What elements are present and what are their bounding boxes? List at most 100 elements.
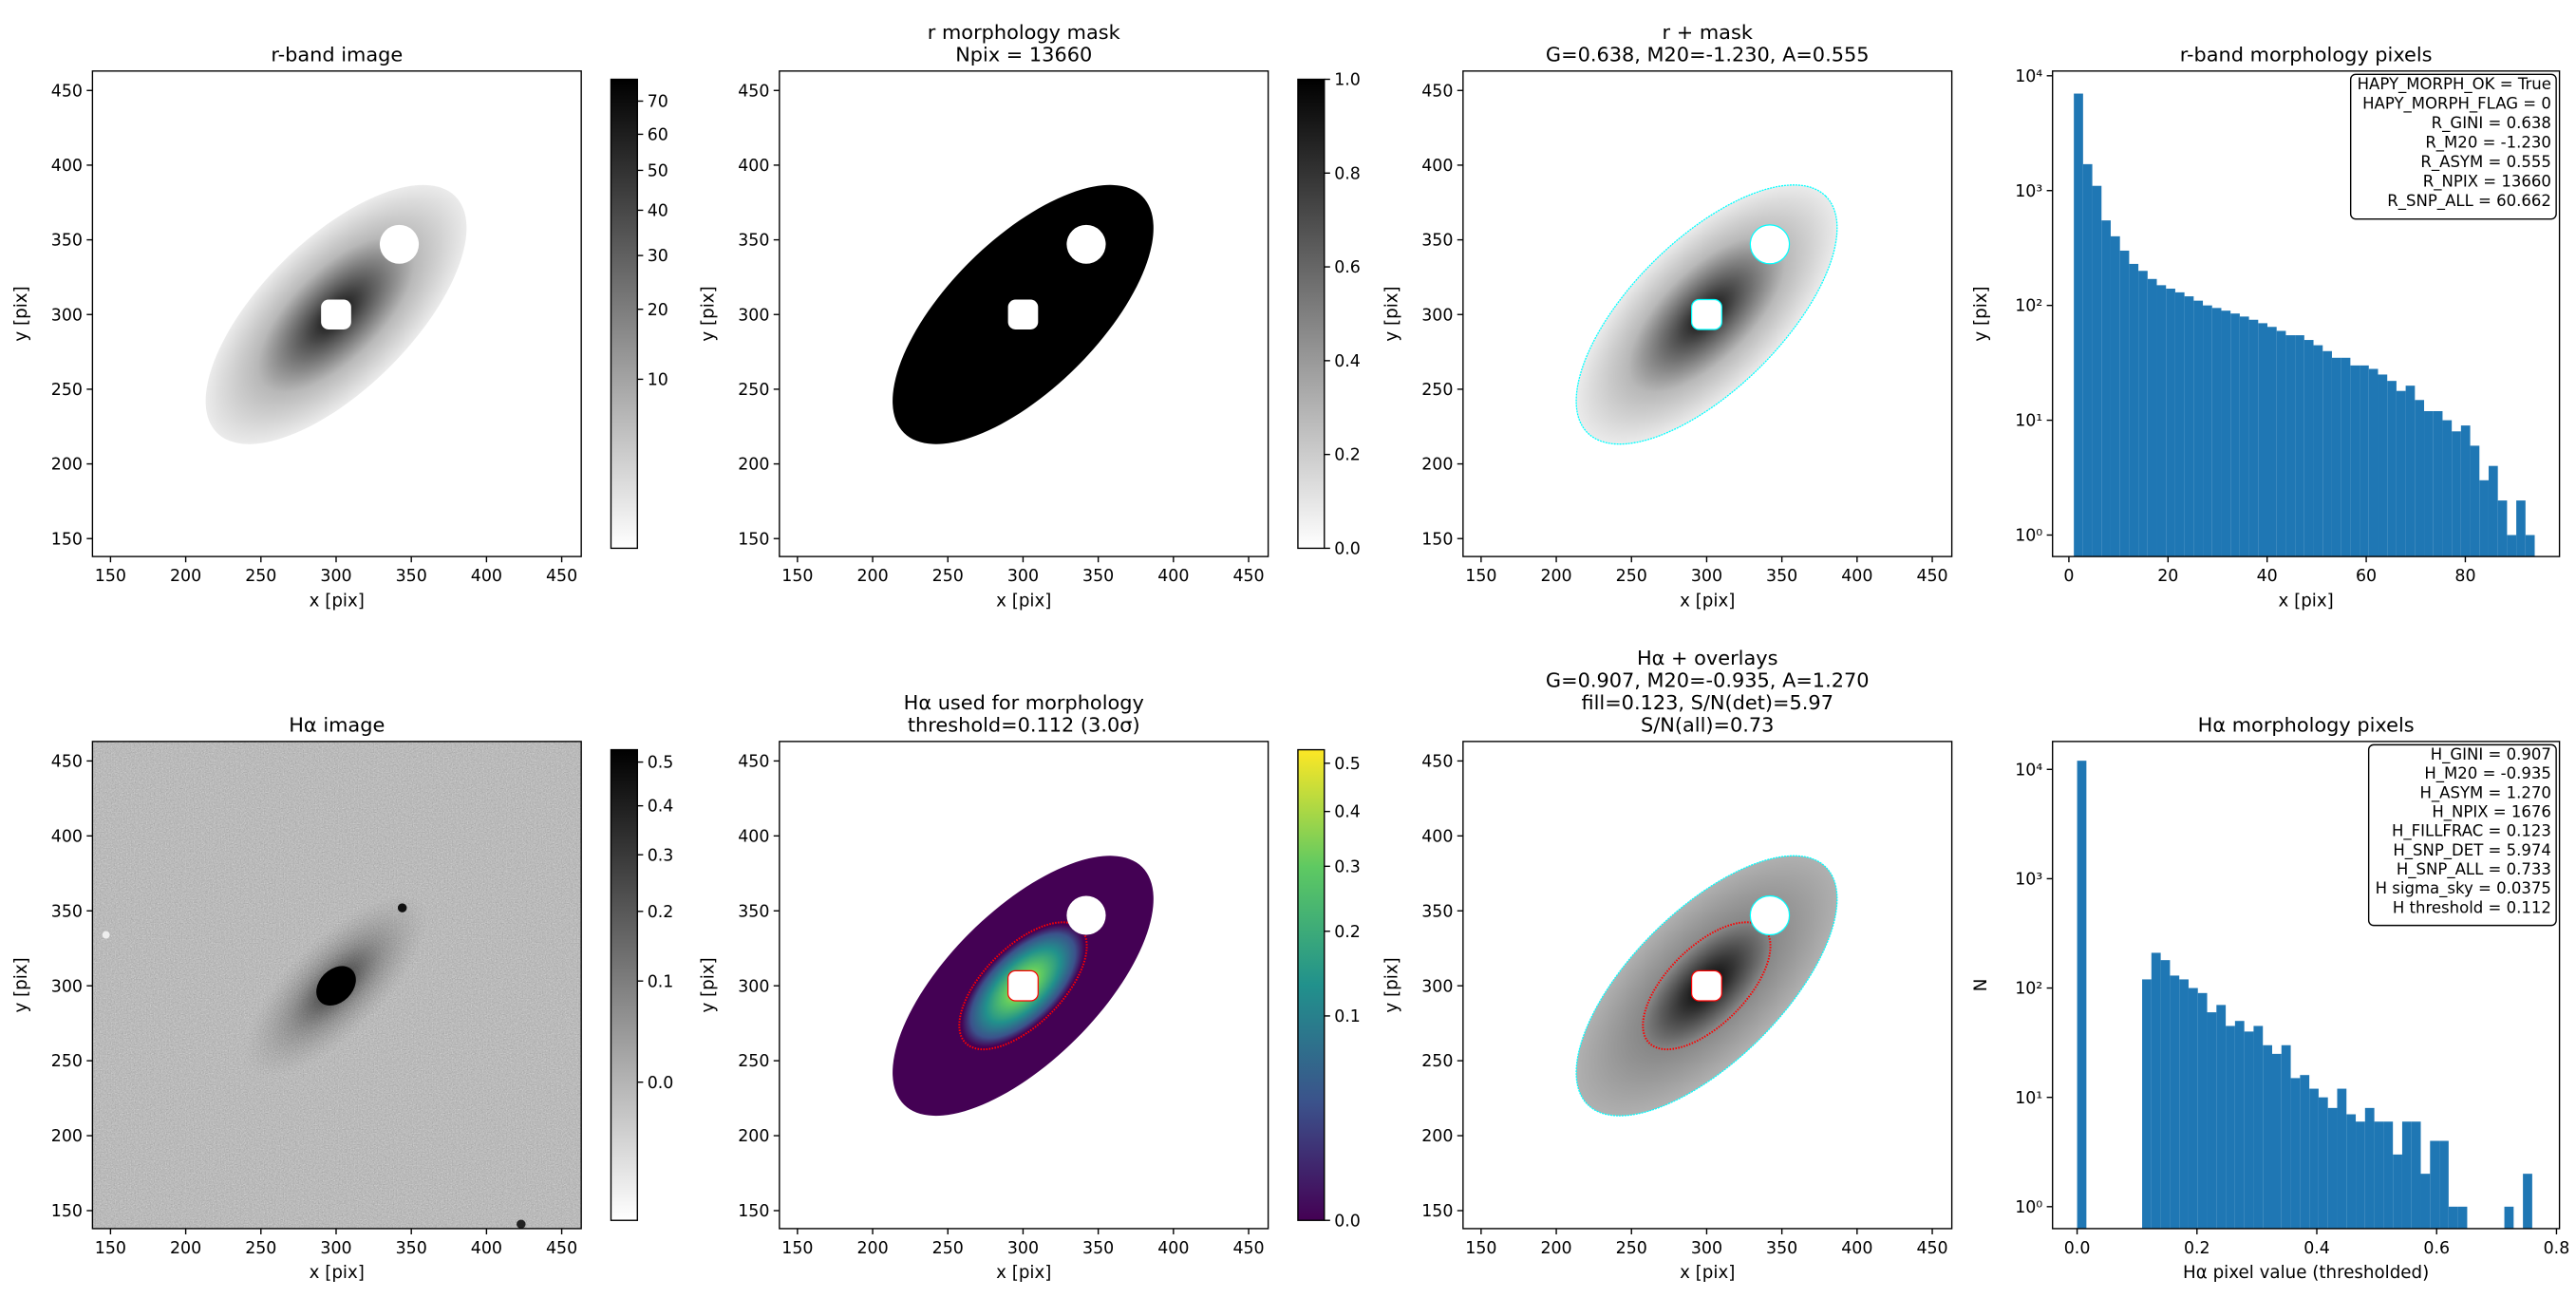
y-tick-label: 300 — [51, 306, 83, 325]
x-tick-label: 150 — [1465, 1239, 1496, 1258]
bar — [2497, 500, 2508, 557]
y-tick-label: 250 — [738, 381, 769, 400]
colorbar — [1297, 748, 1326, 1221]
y-tick-label: 150 — [738, 1202, 769, 1221]
stats-line: H_ASYM = 1.270 — [2419, 783, 2550, 802]
plot-area — [893, 856, 1154, 1117]
bar — [2248, 319, 2259, 557]
bar — [2341, 357, 2351, 557]
y-tick-label: 10⁴ — [2015, 67, 2042, 86]
y-tick-label: 200 — [51, 1127, 83, 1146]
stats-line: H_M20 = -0.935 — [2424, 764, 2551, 783]
y-axis-label: y [pix] — [1382, 957, 1401, 1012]
axes-frame — [1462, 70, 1953, 557]
x-tick-label: 150 — [95, 567, 126, 586]
x-tick-label: 60 — [2356, 567, 2377, 586]
y-tick-label: 250 — [1421, 381, 1453, 400]
y-tick-label: 400 — [1421, 157, 1453, 176]
y-tick-label: 150 — [1421, 530, 1453, 549]
stats-box-frame — [2349, 73, 2557, 220]
y-axis-label: N — [1971, 979, 1991, 992]
x-tick-label: 400 — [1841, 567, 1872, 586]
x-tick-label: 350 — [1766, 1239, 1797, 1258]
plot-area — [1534, 814, 1879, 1157]
stats-line: R_M20 = -1.230 — [2425, 134, 2551, 153]
bar — [2420, 1174, 2431, 1229]
bar — [2396, 390, 2406, 557]
bar — [2401, 1121, 2412, 1229]
bar — [2470, 445, 2480, 557]
bar — [2337, 1088, 2347, 1229]
bar — [2166, 288, 2175, 557]
y-tick-label: 200 — [1421, 1127, 1453, 1146]
panel-title: fill=0.123, S/N(det)=5.97 — [1581, 691, 1833, 714]
mask-hole — [1750, 895, 1789, 934]
x-tick-label: 350 — [1082, 1239, 1114, 1258]
y-tick-label: 450 — [738, 752, 769, 771]
bar — [2197, 992, 2208, 1229]
x-tick-label: 200 — [170, 567, 201, 586]
panel-title: r morphology mask — [928, 21, 1121, 44]
y-tick-label: 10¹ — [2015, 412, 2042, 431]
mask-hole — [1066, 895, 1106, 935]
bar — [2160, 960, 2171, 1229]
bar — [2415, 400, 2425, 557]
colorbar-tick-label: 0.1 — [648, 972, 674, 991]
bar — [2074, 93, 2083, 557]
stats-box-frame — [2367, 743, 2557, 927]
image — [893, 856, 1154, 1117]
colorbar-tick-label: 40 — [648, 202, 668, 221]
colorbar-tick-label: 0.5 — [648, 754, 674, 773]
mask-hole — [1750, 225, 1789, 264]
bar — [2272, 1053, 2282, 1229]
colorbar — [1297, 78, 1326, 550]
mask-hole — [321, 299, 351, 329]
y-tick-label: 350 — [738, 902, 769, 921]
x-tick-label: 300 — [1007, 567, 1039, 586]
y-tick-label: 10³ — [2015, 182, 2042, 201]
axes-frame — [779, 741, 1269, 1230]
axes-frame — [779, 70, 1269, 557]
panel-title: Hα used for morphology — [904, 691, 1144, 714]
y-tick-label: 350 — [1421, 232, 1453, 251]
bar — [2327, 1107, 2338, 1229]
stats-line: HAPY_MORPH_OK = True — [2358, 75, 2551, 94]
mask-hole — [379, 224, 420, 264]
y-tick-label: 400 — [1421, 827, 1453, 846]
bar — [2179, 979, 2189, 1229]
bar — [2523, 1174, 2532, 1229]
bar — [2174, 292, 2185, 557]
y-tick-label: 450 — [1421, 752, 1453, 771]
x-tick-label: 400 — [471, 1239, 502, 1258]
y-tick-label: 300 — [1421, 306, 1453, 325]
axes-frame — [1462, 741, 1953, 1230]
bar — [2424, 410, 2434, 557]
x-tick-label: 350 — [1766, 567, 1797, 586]
bar — [2211, 308, 2222, 557]
bar — [2393, 1154, 2402, 1229]
bar — [2193, 300, 2204, 557]
panel-title: r-band morphology pixels — [2180, 43, 2433, 66]
bar — [2479, 480, 2489, 557]
colorbar-tick-label: 60 — [648, 126, 668, 145]
stats-line: R_NPIX = 13660 — [2423, 173, 2551, 192]
colorbar-tick-label: 0.2 — [1334, 923, 1361, 942]
stats-line: R_SNP_ALL = 60.662 — [2387, 192, 2551, 211]
colorbar-tick-label: 0.4 — [1334, 352, 1361, 371]
colorbar-tick-label: 0.2 — [648, 903, 674, 922]
bar — [2119, 250, 2130, 557]
colorbar-tick-label: 0.8 — [1334, 164, 1361, 183]
x-tick-label: 400 — [1157, 1239, 1189, 1258]
stats-line: R_ASYM = 0.555 — [2420, 153, 2550, 172]
colorbar-tick-label: 0.0 — [1334, 540, 1361, 559]
bar — [2374, 1121, 2384, 1229]
y-axis-label: y [pix] — [1971, 286, 1991, 341]
bar — [2411, 1121, 2421, 1229]
x-tick-label: 450 — [546, 567, 577, 586]
colorbar-tick-label: 50 — [648, 162, 668, 181]
y-tick-label: 200 — [738, 1127, 769, 1146]
bar — [2488, 465, 2498, 557]
y-tick-label: 350 — [738, 232, 769, 251]
y-tick-label: 350 — [51, 902, 83, 921]
plot-area — [2077, 761, 2532, 1229]
